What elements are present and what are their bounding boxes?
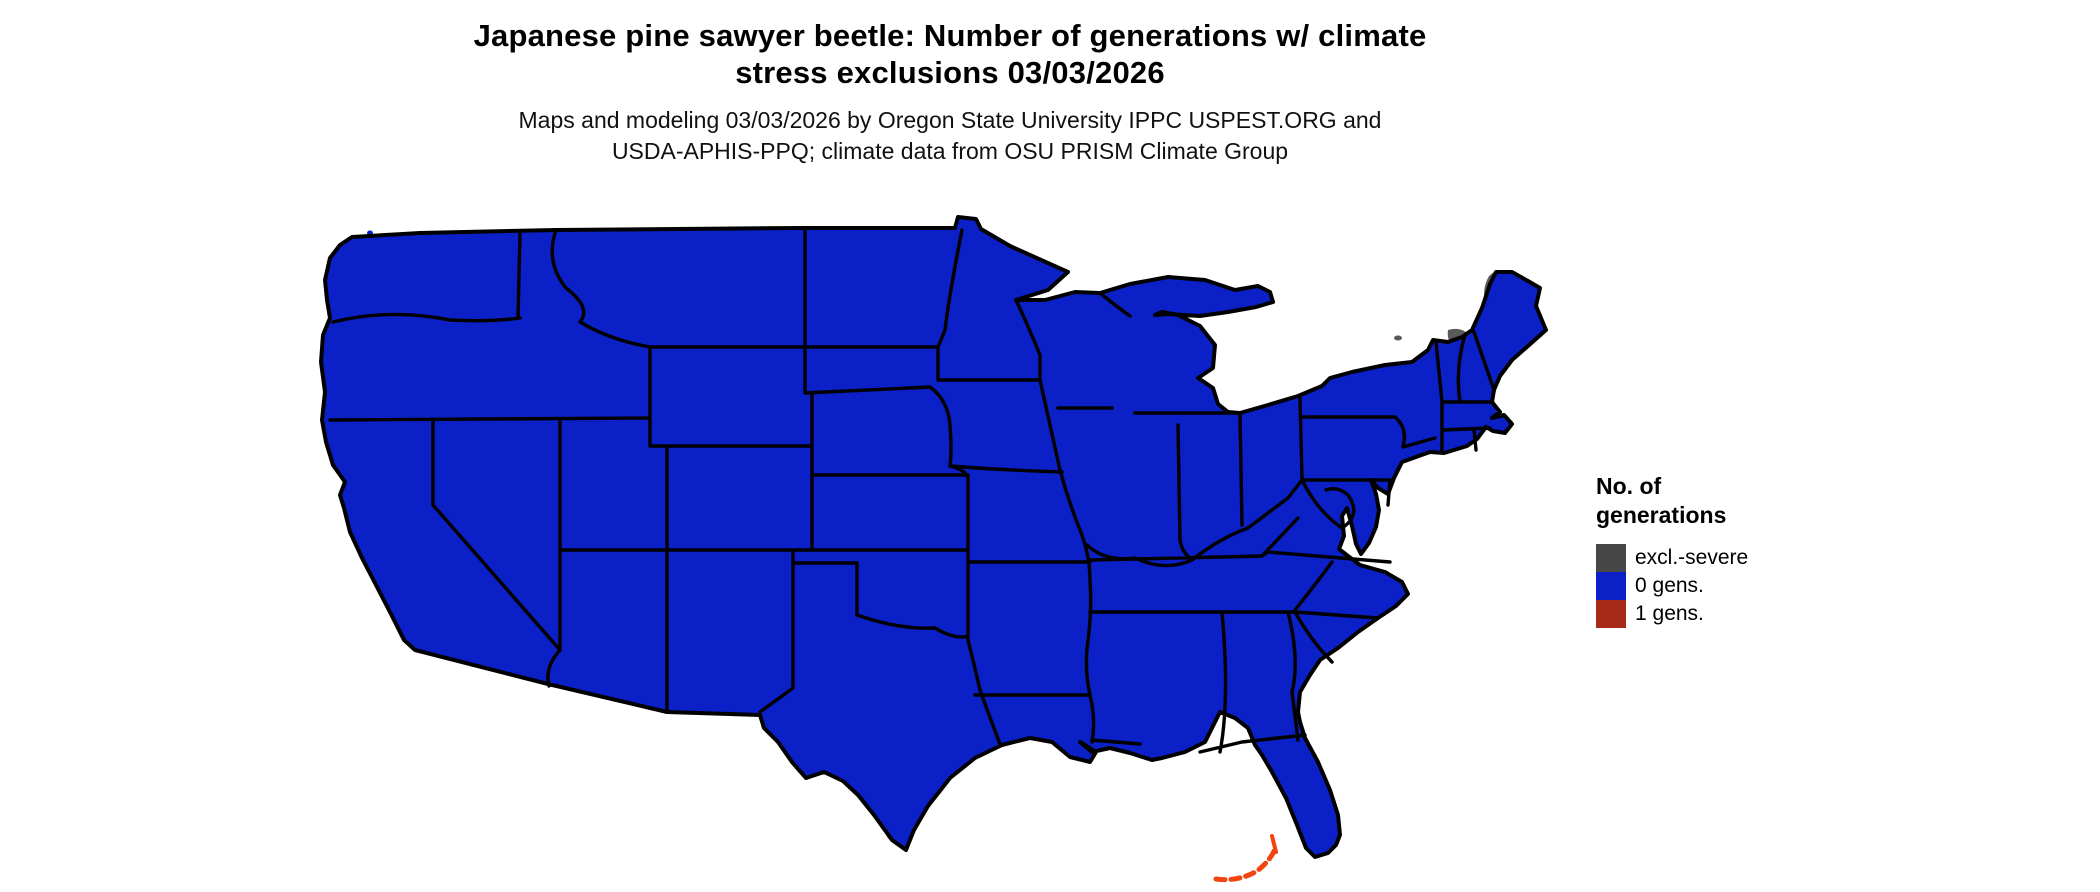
page-title: Japanese pine sawyer beetle: Number of g… (0, 17, 1900, 91)
legend-label-0-gens: 0 gens. (1635, 574, 1704, 597)
legend-items: excl.-severe 0 gens. 1 gens. (1596, 544, 1748, 628)
subtitle-line-2: USDA-APHIS-PPQ; climate data from OSU PR… (611, 138, 1289, 164)
legend-item-0-gens: 0 gens. (1596, 572, 1748, 600)
legend-title-line-2: generations (1596, 502, 1727, 528)
legend-label-1-gens: 1 gens. (1635, 602, 1704, 625)
subtitle-line-1: Maps and modeling 03/03/2026 by Oregon S… (518, 107, 1382, 133)
one-gens-swatch-rect (1596, 600, 1626, 628)
legend-title: No. of generations (1596, 472, 1748, 530)
zero-gens-swatch-rect (1596, 572, 1626, 600)
figure-subtitle: Maps and modeling 03/03/2026 by Oregon S… (0, 105, 1900, 167)
legend-swatch-excl-severe (1596, 544, 1626, 572)
title-line-1: Japanese pine sawyer beetle: Number of g… (473, 18, 1427, 53)
state-borders (328, 226, 1496, 754)
title-line-2: stress exclusions 03/03/2026 (735, 55, 1165, 90)
legend-item-1-gens: 1 gens. (1596, 600, 1748, 628)
excluded-region-ny-speck (1394, 335, 1402, 341)
legend-label-excl-severe: excl.-severe (1635, 546, 1749, 569)
one-gen-region-florida-keys (1213, 846, 1278, 883)
map-legend: No. of generations excl.-severe 0 gens. … (1596, 472, 1748, 628)
excl-severe-swatch-rect (1596, 544, 1626, 572)
legend-swatch-1-gens (1596, 600, 1626, 628)
legend-swatch-0-gens (1596, 572, 1626, 600)
legend-item-excl-severe: excl.-severe (1596, 544, 1748, 572)
conus-outline (319, 215, 1548, 859)
legend-title-line-1: No. of (1596, 473, 1662, 499)
one-gen-region-southeast-florida-coast (1270, 834, 1278, 854)
figure-header: Japanese pine sawyer beetle: Number of g… (0, 0, 1900, 167)
